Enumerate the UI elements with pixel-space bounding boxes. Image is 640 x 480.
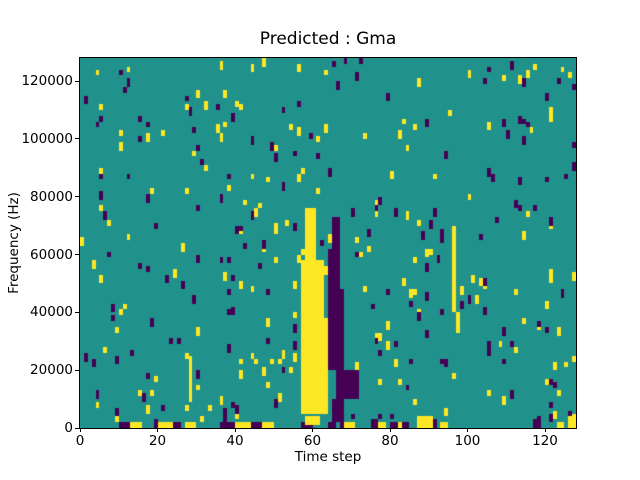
y-tick-label: 80000	[30, 188, 73, 205]
y-tick-label: 20000	[30, 362, 73, 379]
y-tick-label: 40000	[30, 304, 73, 321]
x-tick-label: 0	[75, 433, 85, 449]
x-tick-mark	[312, 428, 313, 432]
y-tick-mark	[75, 311, 79, 313]
x-tick-label: 60	[303, 433, 322, 449]
x-axis-label: Time step	[294, 449, 362, 465]
x-tick-label: 80	[381, 433, 399, 449]
y-tick-label: 0	[64, 420, 73, 436]
y-tick-label: 120000	[21, 73, 73, 90]
plot-area	[79, 57, 577, 429]
y-tick-mark	[75, 254, 79, 256]
y-tick-mark	[75, 196, 79, 198]
y-tick-mark	[75, 427, 79, 429]
x-tick-label: 20	[148, 433, 167, 449]
x-tick-label: 100	[454, 433, 481, 449]
x-tick-mark	[234, 428, 236, 432]
x-tick-label: 40	[226, 433, 244, 449]
y-tick-mark	[75, 80, 79, 82]
x-tick-label: 120	[532, 433, 558, 449]
x-tick-mark	[79, 428, 81, 432]
y-tick-mark	[75, 369, 79, 371]
x-tick-mark	[157, 428, 158, 432]
x-tick-mark	[467, 428, 468, 432]
y-tick-label: 100000	[21, 130, 73, 147]
chart-title: Predicted : Gma	[259, 29, 397, 49]
x-tick-mark	[389, 428, 391, 432]
x-tick-mark	[544, 428, 546, 432]
heatmap-canvas	[80, 58, 576, 428]
y-tick-label: 60000	[30, 246, 73, 263]
y-tick-mark	[75, 138, 79, 140]
